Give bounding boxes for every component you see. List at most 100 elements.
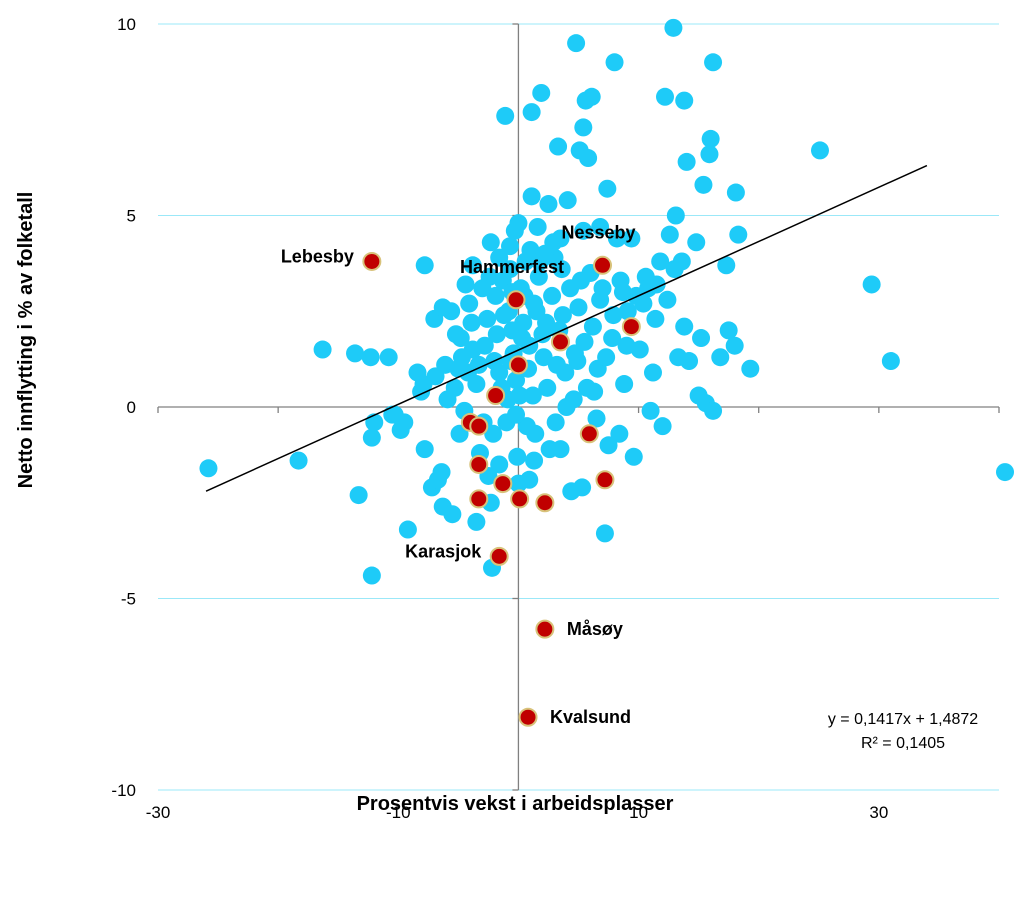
point-labels: Lebesby Nesseby Hammerfest Karasjok Måsøy Kva… — [281, 222, 636, 727]
data-point — [634, 294, 653, 313]
data-point — [529, 267, 548, 286]
data-point — [574, 221, 593, 240]
x-tick-label: -30 — [146, 803, 171, 822]
highlight-point — [595, 470, 615, 490]
data-point — [593, 279, 612, 298]
data-point — [445, 378, 464, 397]
data-point — [603, 329, 622, 348]
data-point — [597, 348, 616, 367]
data-point — [583, 317, 602, 336]
data-point — [522, 103, 541, 122]
data-point — [610, 424, 629, 443]
data-point — [526, 424, 545, 443]
data-point — [687, 233, 706, 252]
point-label: Karasjok — [405, 541, 482, 561]
data-point — [717, 256, 736, 275]
highlight-point — [535, 619, 555, 639]
x-tick-label: -10 — [386, 803, 411, 822]
data-point — [501, 237, 520, 256]
data-point — [473, 279, 492, 298]
y-tick-label: 0 — [127, 398, 136, 417]
data-point — [658, 290, 677, 309]
data-point — [553, 306, 572, 325]
data-point — [598, 179, 617, 198]
data-point — [605, 53, 624, 72]
data-point — [451, 329, 470, 348]
data-point — [622, 229, 641, 248]
point-label: Måsøy — [567, 619, 623, 639]
data-point — [361, 348, 380, 367]
data-point — [346, 344, 365, 363]
data-point — [666, 206, 685, 225]
data-point — [665, 260, 684, 279]
data-point — [490, 455, 509, 474]
data-point — [508, 447, 527, 466]
data-point — [617, 336, 636, 355]
y-tick-label: 5 — [127, 207, 136, 226]
data-point — [569, 298, 588, 317]
data-point — [313, 340, 332, 359]
tick-labels: -30 -10 10 30 10 5 0 -5 -10 — [111, 15, 888, 822]
x-tick-label: 10 — [629, 803, 648, 822]
data-point — [362, 428, 381, 447]
data-point — [522, 187, 541, 206]
highlight-point — [535, 493, 555, 513]
data-point — [719, 321, 738, 340]
data-point — [487, 325, 506, 344]
data-point — [415, 256, 434, 275]
data-point — [520, 470, 539, 489]
data-point — [546, 413, 565, 432]
data-point — [398, 520, 417, 539]
data-point — [675, 91, 694, 110]
data-point — [349, 486, 368, 505]
trend-equation: y = 0,1417x + 1,4872 — [828, 711, 978, 728]
point-label: Kvalsund — [550, 707, 631, 727]
highlight-point — [550, 332, 570, 352]
data-point — [535, 244, 554, 263]
point-label: Lebesby — [281, 246, 354, 266]
data-point — [463, 256, 482, 275]
data-point — [460, 294, 479, 313]
data-point — [514, 313, 533, 332]
data-point — [573, 478, 592, 497]
data-point — [516, 252, 535, 271]
data-point — [538, 378, 557, 397]
data-point — [467, 512, 486, 531]
data-point — [543, 286, 562, 305]
highlight-point — [489, 546, 509, 566]
data-point — [587, 409, 606, 428]
trend-line — [205, 164, 928, 492]
data-point — [664, 18, 683, 37]
data-point — [725, 336, 744, 355]
data-point — [478, 309, 497, 328]
data-point — [611, 271, 630, 290]
highlight-point — [493, 474, 513, 494]
y-axis-title: Netto innflytting i % av folketall — [15, 192, 37, 489]
highlight-point — [362, 251, 382, 271]
data-point — [442, 302, 461, 321]
data-point — [462, 313, 481, 332]
data-point — [604, 306, 623, 325]
data-point — [624, 447, 643, 466]
data-point — [741, 359, 760, 378]
data-point — [571, 271, 590, 290]
y-tick-label: -10 — [111, 781, 136, 800]
data-point — [456, 275, 475, 294]
data-point — [289, 451, 308, 470]
data-point — [595, 524, 614, 543]
data-point — [653, 417, 672, 436]
gridlines — [158, 23, 999, 791]
data-point — [525, 451, 544, 470]
y-tick-label: -5 — [121, 590, 136, 609]
highlight-point — [621, 317, 641, 337]
data-point — [501, 260, 520, 279]
data-point — [660, 225, 679, 244]
data-point — [475, 336, 494, 355]
axes — [157, 23, 1000, 791]
data-point — [525, 294, 544, 313]
highlight-point — [518, 707, 538, 727]
data-point — [711, 348, 730, 367]
data-point — [646, 309, 665, 328]
data-point — [618, 302, 637, 321]
y-tick-label: 10 — [117, 15, 136, 34]
